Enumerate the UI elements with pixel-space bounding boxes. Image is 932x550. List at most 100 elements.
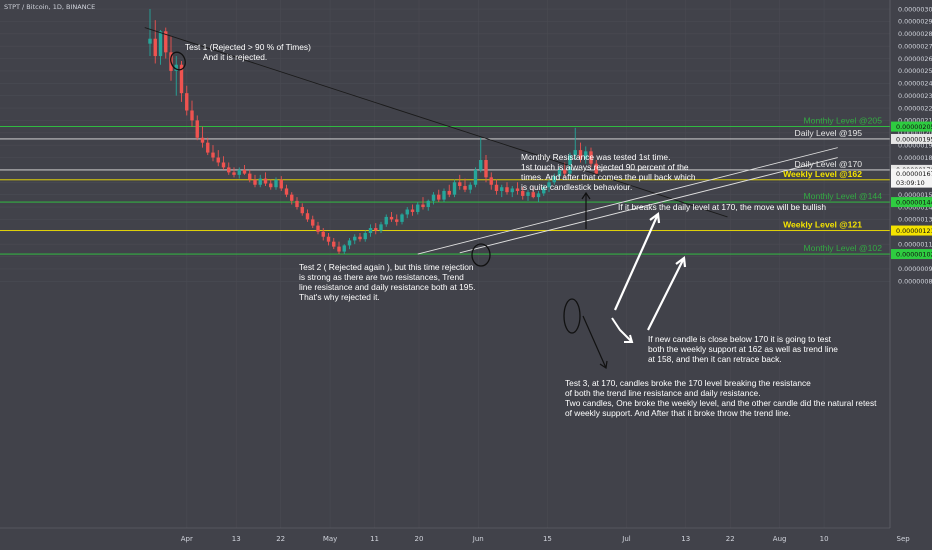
arrow-test3 <box>582 315 607 369</box>
candle-up <box>547 182 551 188</box>
chart-title: STPT / Bitcoin, 1D, BINANCE <box>4 3 95 11</box>
candle-down <box>195 120 199 138</box>
trend-lines <box>144 27 838 255</box>
candle-down <box>321 231 325 237</box>
candle-down <box>290 194 294 201</box>
annotations: Test 1 (Rejected > 90 % of Times)And it … <box>185 42 877 418</box>
arrow-up-1 <box>613 213 660 311</box>
countdown-label: 03:09:10 <box>896 179 925 187</box>
annotation-test2: is strong as there are two resistances, … <box>299 272 464 282</box>
candle-up <box>237 169 241 175</box>
arrowhead-down <box>624 334 634 343</box>
level-label: Monthly Level @102 <box>804 243 883 253</box>
candle-down <box>484 160 488 178</box>
time-tick-label: 10 <box>820 535 829 543</box>
price-marker-box <box>891 225 932 236</box>
candle-down <box>515 188 520 191</box>
candle-down <box>279 179 283 189</box>
price-axis-bg <box>890 0 932 550</box>
candle-up <box>542 187 546 194</box>
candle-down <box>447 190 451 195</box>
candle-down <box>337 246 341 252</box>
candle-down <box>232 172 236 175</box>
time-tick-label: 22 <box>726 535 735 543</box>
time-tick-label: 22 <box>276 535 285 543</box>
candle-down <box>253 179 257 185</box>
time-ticks: Apr1322May1120Jun15Jul1322Aug10Sep14 <box>181 535 911 543</box>
candle-up <box>573 150 577 156</box>
candle-down <box>179 64 184 94</box>
time-tick-label: 20 <box>415 535 424 543</box>
annotation-monthly: Monthly Resistance was tested 1st time. <box>521 152 670 162</box>
annotation-test2: Test 2 ( Rejected again ), but this time… <box>299 262 474 272</box>
level-lines <box>0 126 890 255</box>
annotation-monthly: 1st touch is always rejected 90 percent … <box>521 162 689 172</box>
circle-test1 <box>170 51 186 71</box>
time-tick-label: May <box>323 535 337 543</box>
candle-down <box>227 167 231 173</box>
candle-up <box>473 169 478 185</box>
candle-down <box>531 192 535 198</box>
candle-down <box>521 190 525 196</box>
candle-up <box>500 187 504 191</box>
candle-down <box>563 169 567 174</box>
candle-up <box>416 204 420 212</box>
level-label: Weekly Level @121 <box>783 220 862 230</box>
candle-up <box>379 224 383 231</box>
candle-up <box>258 178 262 185</box>
level-labels: Monthly Level @205 Daily Level @195 Daily … <box>783 116 882 253</box>
candle-down <box>458 182 462 186</box>
candle-down <box>421 204 425 208</box>
candle-up <box>384 216 388 225</box>
candle-down <box>269 183 273 188</box>
candle-up <box>274 179 278 188</box>
annotation-test1: And it is rejected. <box>203 52 267 62</box>
annotation-breaks: If it breaks the daily level at 170, the… <box>618 202 826 212</box>
candle-up <box>510 188 514 193</box>
candle-up <box>158 31 163 57</box>
candle-down <box>358 236 362 240</box>
candle-down <box>242 169 247 174</box>
time-axis: Apr1322May1120Jun15Jul1322Aug10Sep14 <box>0 527 911 543</box>
annotation-new_candle: If new candle is close below 170 it is g… <box>648 334 832 344</box>
annotation-monthly: times. And after that comes the pull bac… <box>521 172 696 182</box>
candle-up <box>442 190 446 200</box>
candle-down <box>389 216 394 220</box>
price-marker-label: 0.00000144 <box>896 198 932 206</box>
candle-up <box>148 38 152 44</box>
price-marker-box <box>891 121 932 132</box>
annotation-new_candle: at 158, and then it can retrace back. <box>648 354 782 364</box>
candle-down <box>248 173 252 180</box>
last-price-label: 0.00000167 <box>896 170 932 178</box>
time-tick-label: Aug <box>773 535 787 543</box>
price-axis-markers: 0.000002050.000001950.000001700.00000162… <box>891 121 932 260</box>
annotation-test2: That's why rejected it. <box>299 292 380 302</box>
annotation-test3: of weekly support. And After that it bro… <box>565 408 791 418</box>
time-tick-label: 11 <box>370 535 379 543</box>
candle-down <box>216 157 220 163</box>
candle-up <box>431 194 436 201</box>
candle-up <box>353 236 357 241</box>
time-tick-label: 13 <box>232 535 241 543</box>
candle-up <box>452 182 457 195</box>
candle-down <box>295 200 299 208</box>
candle-up <box>347 240 352 246</box>
candle-up <box>405 209 409 215</box>
price-marker-label: 0.00000195 <box>896 135 932 143</box>
arrowhead-test3 <box>599 360 608 370</box>
annotation-new_candle: both the weekly support at 162 as well a… <box>648 344 838 354</box>
candle-up <box>363 233 367 240</box>
